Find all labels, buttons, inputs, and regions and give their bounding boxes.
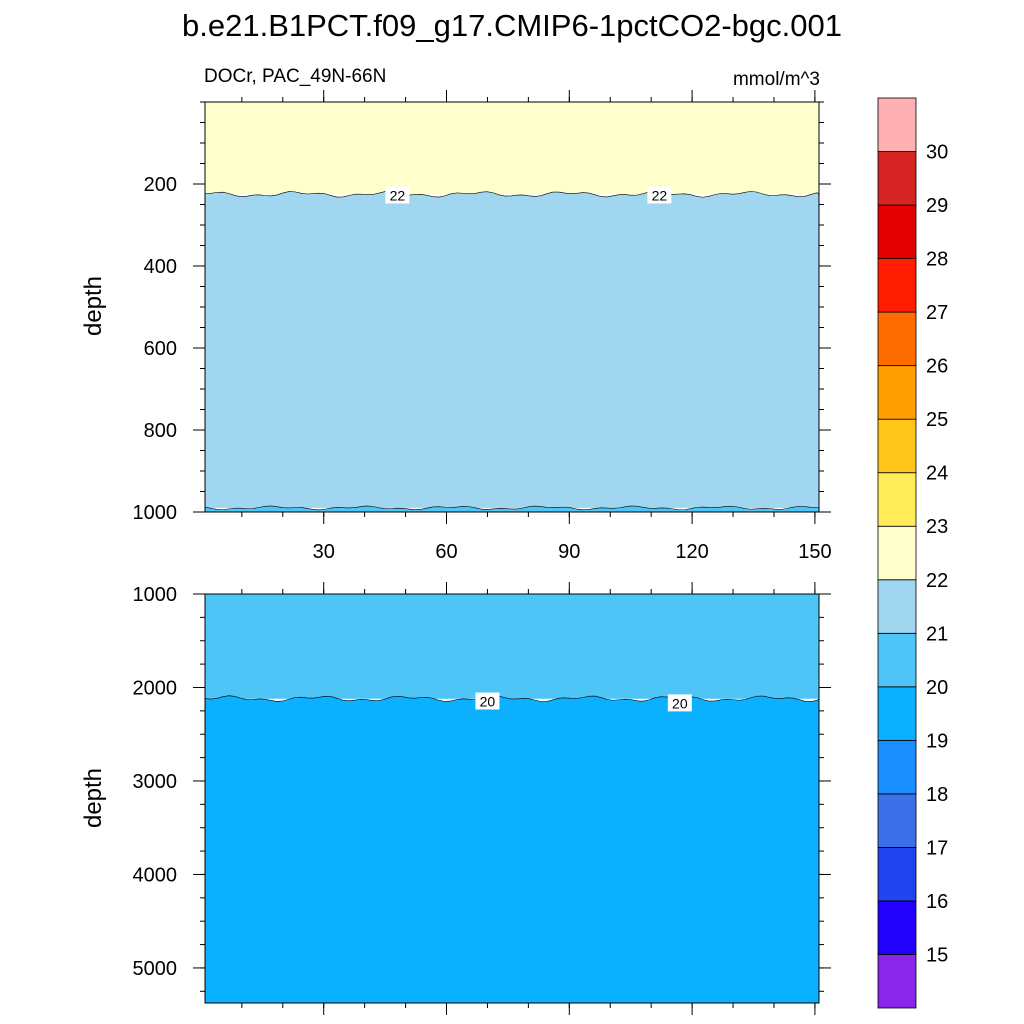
upper-xtick-label-4: 150 (798, 541, 831, 563)
lower-contour-label-text-0: 20 (480, 694, 496, 710)
colorbar-label-4: 19 (926, 730, 948, 752)
colorbar-label-1: 16 (926, 891, 948, 913)
upper-contour-label-1: 22 (647, 186, 672, 204)
upper-xtick-label-0: 30 (313, 541, 335, 563)
upper-contour-label-text-0: 22 (390, 187, 406, 203)
colorbar-label-6: 21 (926, 623, 948, 645)
upper-xtick-label-3: 120 (675, 541, 708, 563)
colorbar-swatch-2 (877, 847, 917, 902)
figure-title: b.e21.B1PCT.f09_g17.CMIP6-1pctCO2-bgc.00… (182, 8, 842, 43)
lower-contour-label-0: 20 (475, 692, 500, 710)
colorbar-swatch-1 (877, 900, 917, 955)
variable-label: DOCr, PAC_49N-66N (204, 66, 386, 87)
colorbar-swatch-5 (877, 686, 917, 741)
upper-ylabel: depth (80, 276, 107, 336)
colorbar-swatch-6 (877, 632, 917, 688)
lower-ytick-label-2: 3000 (133, 771, 178, 793)
colorbar-label-14: 29 (926, 195, 948, 217)
lower-band-1 (205, 695, 819, 1003)
colorbar-swatch-9 (877, 472, 917, 527)
lower-panel: 20 20 1000 2000 3000 4000 5000 (133, 582, 831, 1015)
colorbar-label-3: 18 (926, 784, 948, 806)
colorbar: 15 16 17 18 19 20 21 22 23 24 25 26 27 28 29 30 (877, 97, 948, 1009)
upper-ytick-label-1: 400 (144, 256, 177, 278)
upper-contour-line-1 (204, 191, 820, 198)
lower-contour-label-box-0 (475, 692, 500, 710)
colorbar-swatch-11 (877, 365, 917, 420)
colorbar-swatch-16 (877, 97, 917, 152)
upper-xtick-label-1: 60 (435, 541, 457, 563)
lower-contour-line-1 (204, 695, 820, 702)
upper-ytick-label-0: 200 (144, 174, 177, 196)
upper-ytick-label-3: 800 (144, 420, 177, 442)
upper-contour-line-2 (204, 505, 820, 511)
units-label: mmol/m^3 (733, 69, 820, 90)
colorbar-label-12: 27 (926, 302, 948, 324)
colorbar-label-9: 24 (926, 463, 948, 485)
lower-ytick-label-0: 1000 (133, 584, 178, 606)
lower-contour-label-box-1 (667, 694, 692, 712)
colorbar-label-13: 28 (926, 249, 948, 271)
upper-contour-label-box-0 (385, 186, 410, 204)
lower-ytick-label-1: 2000 (133, 677, 178, 699)
colorbar-swatch-10 (877, 418, 917, 474)
colorbar-label-11: 26 (926, 356, 948, 378)
upper-contour-label-box-1 (647, 186, 672, 204)
colorbar-swatch-4 (877, 739, 917, 795)
colorbar-swatch-15 (877, 151, 917, 206)
upper-xtick-label-2: 90 (558, 541, 580, 563)
colorbar-swatch-3 (877, 793, 917, 848)
colorbar-label-10: 25 (926, 409, 948, 431)
colorbar-label-8: 23 (926, 516, 948, 538)
lower-ylabel: depth (80, 768, 107, 828)
upper-ytick-label-2: 600 (144, 338, 177, 360)
colorbar-swatch-13 (877, 258, 917, 313)
colorbar-swatch-0 (877, 954, 917, 1009)
upper-contour-label-0: 22 (385, 186, 410, 204)
colorbar-label-5: 20 (926, 677, 948, 699)
colorbar-swatch-14 (877, 204, 917, 259)
lower-band-0 (205, 594, 819, 699)
colorbar-label-15: 30 (926, 142, 948, 164)
colorbar-label-0: 15 (926, 944, 948, 966)
upper-panel: 22 22 200 400 600 800 1000 30 60 90 120 150 (133, 90, 832, 563)
lower-contour-label-text-1: 20 (672, 695, 688, 711)
lower-ytick-label-4: 5000 (133, 958, 178, 980)
colorbar-label-2: 17 (926, 837, 948, 859)
colorbar-label-7: 22 (926, 570, 948, 592)
lower-contour-label-1: 20 (667, 694, 692, 712)
upper-contour-label-text-1: 22 (652, 187, 668, 203)
colorbar-swatch-8 (877, 525, 917, 581)
upper-band-1 (205, 191, 819, 508)
lower-frame (204, 593, 820, 1004)
colorbar-swatch-7 (877, 579, 917, 634)
upper-band-0 (205, 102, 819, 195)
lower-ytick-label-3: 4000 (133, 864, 178, 886)
colorbar-swatch-12 (877, 311, 917, 367)
upper-ytick-label-4: 1000 (133, 502, 178, 524)
